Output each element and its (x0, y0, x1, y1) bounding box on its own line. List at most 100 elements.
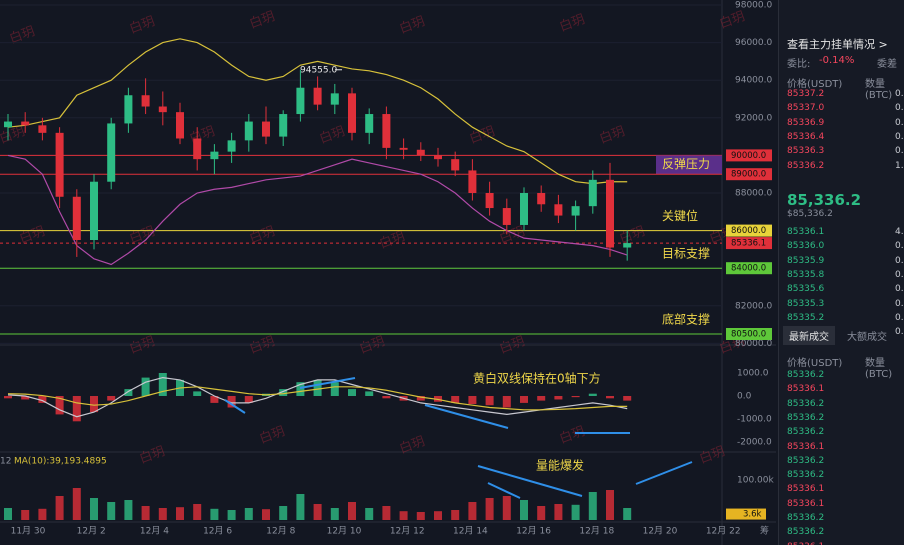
candle-body (244, 121, 253, 141)
qty: 0.6 (895, 89, 904, 99)
volume-bar (382, 506, 391, 520)
book-row: 85336.1 4.4 (787, 225, 904, 239)
volume-bar (107, 502, 116, 520)
candle-body (107, 123, 116, 182)
arrow (224, 399, 246, 414)
level-note: 反弹压力 (662, 157, 710, 171)
volume-period: 12 (0, 457, 11, 467)
book-row: 85335.8 0.6 (787, 268, 904, 282)
trade-price: 85336.2 (787, 412, 825, 423)
book-row: 85336.4 0.6 (787, 130, 904, 144)
arrows (224, 377, 693, 499)
volume-bar (451, 510, 460, 520)
macd-bar (124, 389, 133, 396)
volume-bar (124, 500, 133, 520)
trade-price: 85336.1 (787, 542, 824, 545)
volume-bar (348, 502, 356, 520)
volume-bar (502, 496, 511, 520)
watermark: 白玥 (497, 333, 527, 357)
x-tick-label: 12月 10 (327, 526, 362, 537)
qty: 0.6 (895, 117, 904, 128)
price: 85335.9 (787, 255, 825, 266)
price: 85335.2 (787, 312, 825, 323)
volume-bar (141, 506, 150, 520)
qty: 0.6 (895, 298, 904, 309)
macd-bar (72, 396, 81, 422)
y-tick-label: 88000.0 (735, 189, 772, 199)
qty: 0.6 (895, 146, 904, 157)
corner-label: 筹 (760, 525, 769, 537)
book-row: 85336.0 0.6 (787, 239, 904, 253)
level-tag (726, 168, 772, 181)
level-tag-label: 86000.0 (731, 226, 766, 236)
volume-bar (279, 506, 288, 520)
volume-bar (21, 510, 30, 520)
candle-body (262, 121, 270, 137)
qty: 0.6 (895, 284, 904, 295)
volume-bar (485, 498, 494, 520)
watermark: 白玥 (697, 443, 727, 467)
volume-bar (38, 508, 47, 520)
trade-price: 85336.2 (787, 527, 825, 538)
macd-bar (210, 396, 219, 403)
macd-bar (158, 373, 167, 396)
link[interactable]: 查看主力挂单情况 > (787, 38, 888, 51)
level-tag (726, 328, 772, 340)
level-tag-label: 85336.1 (731, 239, 766, 249)
x-tick-label: 12月 2 (77, 526, 106, 537)
price-header: 价格(USDT) (787, 358, 843, 369)
arrow (299, 377, 356, 389)
watermark: 白玥 (377, 228, 407, 252)
price: 85337.2 (787, 89, 825, 99)
ratio-label: 委比: (787, 59, 811, 70)
price: 85336.2 (787, 160, 825, 171)
watermark: 白玥 (187, 123, 217, 147)
book-row: 85335.3 0.6 (787, 297, 904, 311)
tab[interactable]: 大额成交 (847, 332, 887, 343)
order-book-panel: 查看主力挂单情况 > 委比: -0.14% 委差价格(USDT) 数量(BTC) 8533… (778, 0, 904, 545)
macd-bar (90, 396, 98, 413)
candle-body (124, 95, 133, 124)
volume-bar (158, 508, 167, 520)
last-price: 85,336.2 (787, 191, 862, 209)
price-header: 价格(USDT) (787, 79, 843, 90)
macd-bar (227, 396, 236, 408)
watermark: 白玥 (357, 333, 387, 357)
price: 85336.0 (787, 241, 825, 252)
x-tick-label: 12月 12 (390, 526, 425, 537)
macd-bar (537, 396, 546, 401)
macd-dea (7, 386, 628, 411)
macd-bar (279, 389, 288, 396)
price: 85336.9 (787, 117, 825, 128)
high-marker: 94555.0 (300, 65, 337, 75)
arrow (487, 482, 521, 499)
book-row: 85336.3 0.6 (787, 144, 904, 158)
volume-bar (227, 510, 236, 520)
x-tick-label: 12月 8 (266, 526, 295, 537)
macd-bar (330, 382, 339, 396)
qty-header: 数量(BTC) (865, 358, 893, 380)
qty: 0.6 (895, 131, 904, 142)
macd-bar (502, 396, 511, 408)
volume-note: 量能爆发 (536, 458, 584, 473)
macd-bar (296, 382, 305, 396)
price: 85336.3 (787, 146, 825, 157)
level-tag-label: 80500.0 (731, 330, 766, 340)
macd-tick-label: 0.0 (737, 392, 752, 402)
volume-bar (416, 512, 425, 520)
level-tag-label: 90000.0 (731, 151, 766, 161)
ratio: -0.14% (819, 55, 855, 66)
diff-label: 委差 (877, 59, 897, 70)
macd-bar (451, 396, 460, 403)
tab[interactable]: 最新成交 (783, 326, 835, 345)
candle-body (210, 151, 219, 160)
qty: 0.6 (895, 103, 904, 114)
x-tick-label: 12月 22 (706, 526, 741, 537)
candle-body (382, 114, 391, 148)
level-tag (726, 237, 772, 250)
x-tick-label: 12月 14 (453, 526, 488, 537)
y-tick-label: 94000.0 (735, 76, 772, 86)
volume-bar (365, 508, 374, 520)
qty: 0.6 (895, 241, 904, 252)
